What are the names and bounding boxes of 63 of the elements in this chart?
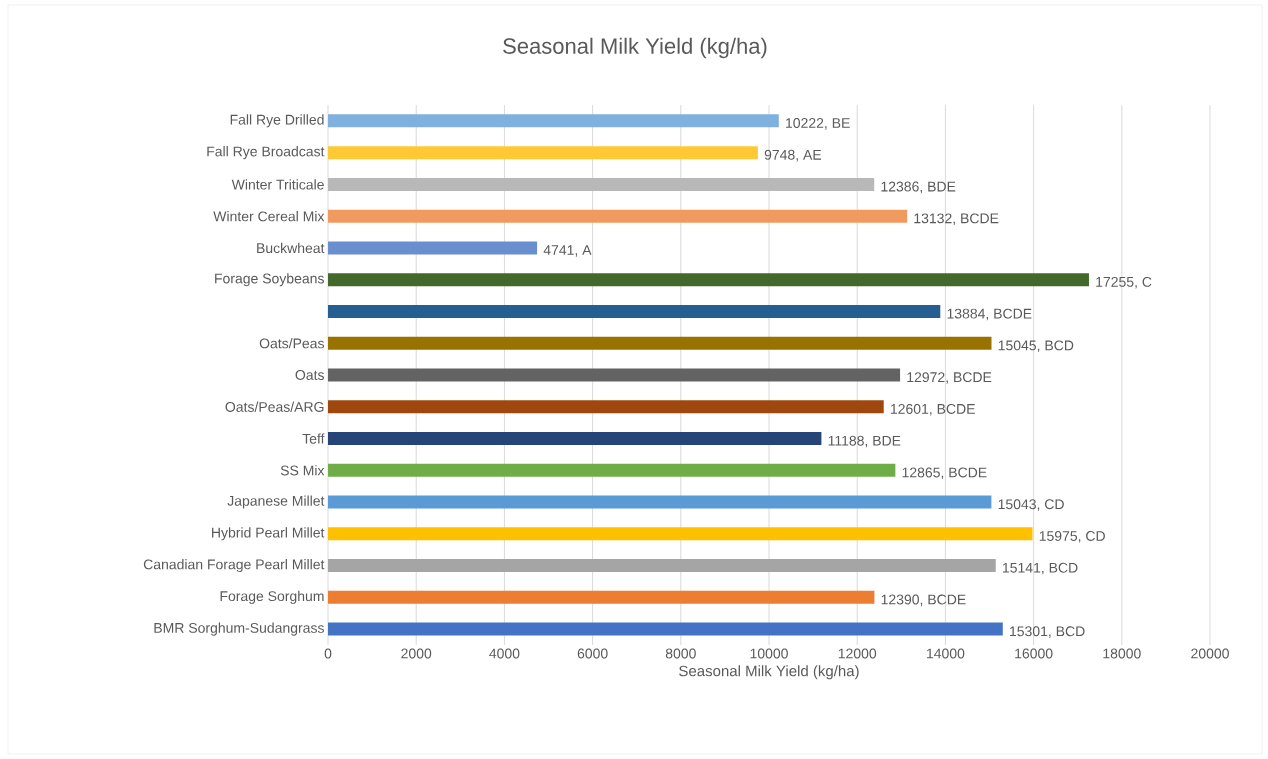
x-tick-label: 10000 (750, 648, 788, 659)
bar (328, 114, 779, 128)
y-tick-label: Canadian Forage Pearl Millet (143, 559, 325, 573)
data-label: 11188, BDE (828, 435, 901, 448)
data-label: 10222, BE (786, 118, 850, 130)
y-tick-label: Hybrid Pearl Millet (212, 527, 325, 541)
data-label: 9748, AE (764, 149, 822, 162)
data-label: 12601, BCDE (890, 403, 975, 416)
bar (328, 146, 758, 160)
y-tick-label: Forage Sorghum (220, 590, 324, 604)
bar (328, 400, 884, 414)
bar (328, 527, 1033, 541)
data-label: 12390, BCDE (881, 594, 966, 607)
y-tick-label: Forage Soybeans (215, 273, 324, 287)
y-tick-label: Buckwheat (257, 242, 325, 254)
x-tick-label: 6000 (577, 648, 608, 659)
bar (328, 304, 941, 318)
y-tick-label: SS Mix (280, 465, 325, 476)
bar (328, 622, 1003, 636)
data-label: 12865, BCDE (902, 467, 987, 480)
data-label: 4741, A (543, 245, 592, 257)
y-tick-label: Fall Rye Broadcast (207, 146, 325, 160)
data-label: 15975, CD (1039, 531, 1105, 543)
bar (328, 177, 875, 191)
x-axis-title: Seasonal Milk Yield (kg/ha) (679, 665, 859, 680)
data-label: 12972, BCDE (907, 372, 992, 384)
data-label: 12386, BDE (881, 181, 956, 194)
y-tick-label: Oats/Peas/ARG (225, 401, 324, 412)
bar (328, 273, 1089, 287)
x-tick-label: 0 (324, 648, 332, 659)
y-tick-label: Fall Rye Drilled (230, 114, 324, 128)
y-tick-label: Teff (302, 433, 325, 444)
bar (328, 559, 996, 573)
x-tick-label: 2000 (401, 648, 432, 659)
bar (328, 209, 908, 223)
bar (328, 368, 901, 382)
chart-title: Seasonal Milk Yield (kg/ha) (503, 37, 767, 59)
bar (328, 463, 896, 477)
y-tick-label: Japanese Millet (227, 495, 325, 509)
bar (328, 432, 822, 446)
x-tick-label: 20000 (1191, 648, 1229, 659)
y-tick-label: Winter Cereal Mix (213, 211, 325, 222)
data-label: 17255, C (1096, 276, 1152, 289)
x-tick-label: 4000 (489, 648, 520, 659)
data-label: 15301, BCD (1010, 626, 1085, 638)
y-tick-label: Oats/Peas (259, 338, 324, 349)
data-label: 15043, CD (998, 499, 1064, 511)
x-tick-label: 12000 (838, 648, 877, 659)
data-label: 13884, BCDE (947, 308, 1032, 321)
bar (328, 590, 875, 604)
x-tick-label: 8000 (665, 648, 696, 659)
data-label: 15141, BCD (1002, 562, 1078, 575)
bar (328, 241, 538, 255)
bar (328, 495, 992, 509)
x-tick-label: 14000 (927, 648, 965, 659)
y-tick-label: Oats (295, 370, 324, 380)
y-tick-label: Winter Triticale (231, 179, 324, 190)
x-tick-label: 18000 (1103, 648, 1141, 659)
data-label: 15045, BCD (998, 340, 1074, 353)
y-tick-label: BMR Sorghum-Sudangrass (154, 622, 324, 636)
data-label: 13132, BCDE (914, 213, 999, 225)
x-tick-label: 16000 (1015, 648, 1053, 659)
bar (328, 336, 992, 350)
